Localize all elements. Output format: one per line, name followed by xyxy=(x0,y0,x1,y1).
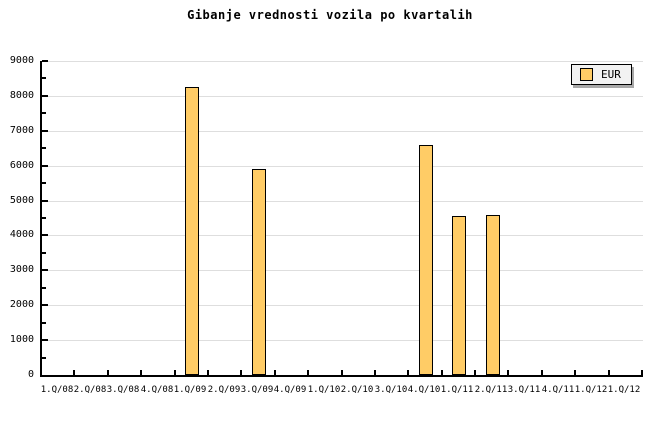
x-tick-label: 2.Q/09 xyxy=(207,385,241,395)
y-tick-label: 9000 xyxy=(9,55,34,66)
y-tick-label: 0 xyxy=(27,369,34,380)
x-tick-label: 1.Q/12 xyxy=(574,385,608,395)
x-tick-label: 2.Q/11 xyxy=(474,385,508,395)
y-tick-label: 4000 xyxy=(9,229,34,240)
legend: EUR xyxy=(571,64,632,85)
x-tick-label: 3.Q/08 xyxy=(106,385,140,395)
x-boundary-tick xyxy=(407,370,409,375)
y-major-tick xyxy=(42,165,48,167)
x-boundary-tick xyxy=(641,370,643,375)
x-tick-label: 2.Q/10 xyxy=(340,385,374,395)
x-boundary-tick xyxy=(107,370,109,375)
y-tick-label: 1000 xyxy=(9,334,34,345)
x-boundary-tick xyxy=(574,370,576,375)
gridline xyxy=(42,96,643,97)
y-major-tick xyxy=(42,234,48,236)
x-tick-label: 1.Q/12 xyxy=(607,385,641,395)
legend-label: EUR xyxy=(601,68,621,81)
x-boundary-tick xyxy=(274,370,276,375)
x-tick-label: 1.Q/09 xyxy=(173,385,207,395)
y-major-tick xyxy=(42,95,48,97)
y-tick-label: 3000 xyxy=(9,264,34,275)
x-tick-label: 1.Q/10 xyxy=(307,385,341,395)
x-boundary-tick xyxy=(140,370,142,375)
y-tick-label: 5000 xyxy=(9,195,34,206)
x-tick-label: 4.Q/08 xyxy=(140,385,174,395)
x-tick-label: 3.Q/11 xyxy=(507,385,541,395)
legend-swatch-icon xyxy=(580,68,593,81)
gridline xyxy=(42,201,643,202)
bar-1.Q/11 xyxy=(452,216,466,375)
gridline xyxy=(42,270,643,271)
x-boundary-tick xyxy=(174,370,176,375)
y-minor-tick xyxy=(42,287,46,289)
x-tick-label: 1.Q/11 xyxy=(440,385,474,395)
bar-4.Q/10 xyxy=(419,145,433,375)
y-minor-tick xyxy=(42,147,46,149)
x-boundary-tick xyxy=(341,370,343,375)
gridline xyxy=(42,235,643,236)
x-boundary-tick xyxy=(474,370,476,375)
y-tick-label: 2000 xyxy=(9,299,34,310)
x-boundary-tick xyxy=(541,370,543,375)
chart-title: Gibanje vrednosti vozila po kvartalih xyxy=(187,8,473,22)
gridline xyxy=(42,305,643,306)
x-tick-label: 4.Q/09 xyxy=(273,385,307,395)
x-boundary-tick xyxy=(507,370,509,375)
y-minor-tick xyxy=(42,77,46,79)
y-minor-tick xyxy=(42,112,46,114)
y-minor-tick xyxy=(42,357,46,359)
y-minor-tick xyxy=(42,252,46,254)
y-major-tick xyxy=(42,304,48,306)
y-minor-tick xyxy=(42,217,46,219)
y-tick-label: 7000 xyxy=(9,125,34,136)
y-major-tick xyxy=(42,339,48,341)
gridline xyxy=(42,131,643,132)
x-tick-label: 3.Q/10 xyxy=(374,385,408,395)
y-major-tick xyxy=(42,269,48,271)
x-boundary-tick xyxy=(240,370,242,375)
x-boundary-tick xyxy=(374,370,376,375)
x-boundary-tick xyxy=(207,370,209,375)
bar-3.Q/09 xyxy=(252,169,266,375)
y-tick-label: 8000 xyxy=(9,90,34,101)
bar-1.Q/09 xyxy=(185,87,199,375)
y-minor-tick xyxy=(42,182,46,184)
x-tick-label: 1.Q/08 xyxy=(40,385,74,395)
x-tick-label: 3.Q/09 xyxy=(240,385,274,395)
gridline xyxy=(42,61,643,62)
plot-area xyxy=(40,60,643,377)
x-tick-label: 2.Q/08 xyxy=(73,385,107,395)
bar-2.Q/11 xyxy=(486,215,500,375)
x-tick-label: 4.Q/11 xyxy=(541,385,575,395)
x-boundary-tick xyxy=(307,370,309,375)
gridline xyxy=(42,166,643,167)
x-boundary-tick xyxy=(441,370,443,375)
y-major-tick xyxy=(42,130,48,132)
x-boundary-tick xyxy=(608,370,610,375)
y-tick-label: 6000 xyxy=(9,160,34,171)
y-major-tick xyxy=(42,200,48,202)
y-major-tick xyxy=(42,60,48,62)
x-tick-label: 4.Q/10 xyxy=(407,385,441,395)
x-boundary-tick xyxy=(73,370,75,375)
gridline xyxy=(42,340,643,341)
y-minor-tick xyxy=(42,322,46,324)
